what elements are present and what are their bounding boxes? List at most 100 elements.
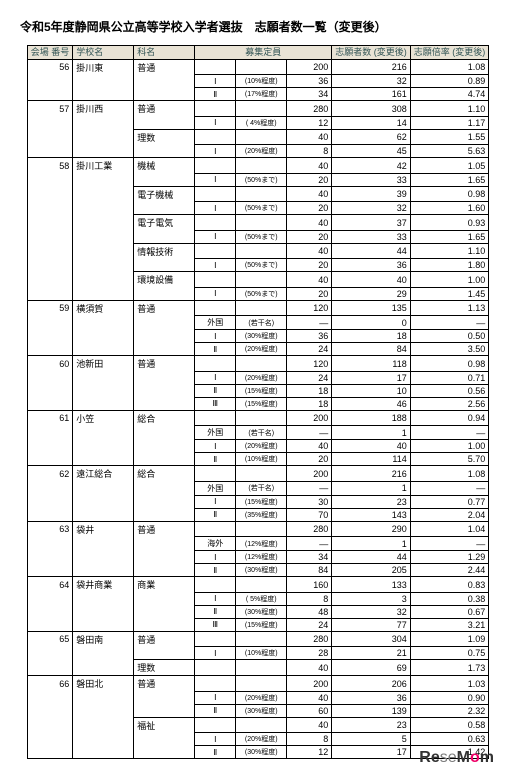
cell-sub2: (15%程度) [236, 397, 287, 410]
cell-sub2: (10%程度) [236, 75, 287, 88]
cell-capacity: 8 [287, 592, 332, 605]
cell-dept: 総合 [134, 466, 195, 482]
cell-num: 65 [27, 631, 73, 647]
cell-dept [134, 371, 195, 384]
cell-capacity: 20 [287, 173, 332, 186]
cell-dept [134, 287, 195, 300]
cell-sub2 [236, 521, 287, 537]
cell-sub1: Ⅰ [195, 691, 236, 704]
cell-ratio: 0.90 [410, 691, 489, 704]
cell-ratio: 1.65 [410, 230, 489, 243]
cell-applicants: 143 [332, 508, 411, 521]
cell-capacity: 60 [287, 704, 332, 717]
cell-applicants: 33 [332, 173, 411, 186]
table-row: Ⅰ(50%まで)20361.80 [27, 259, 489, 272]
cell-dept [134, 564, 195, 577]
cell-num [27, 343, 73, 356]
cell-applicants: 205 [332, 564, 411, 577]
cell-school [73, 691, 134, 704]
cell-applicants: 46 [332, 397, 411, 410]
cell-applicants: 32 [332, 605, 411, 618]
cell-num [27, 202, 73, 215]
cell-dept: 環境設備 [134, 272, 195, 288]
cell-sub2: (若干名) [236, 426, 287, 440]
cell-num [27, 453, 73, 466]
cell-school [73, 243, 134, 259]
table-row: 外国(若干名)—0— [27, 316, 489, 330]
cell-applicants: 304 [332, 631, 411, 647]
cell-school: 掛川西 [73, 101, 134, 117]
cell-ratio: 5.63 [410, 145, 489, 158]
cell-ratio: 1.13 [410, 300, 489, 316]
cell-ratio: — [410, 537, 489, 551]
cell-capacity: 84 [287, 564, 332, 577]
cell-num [27, 426, 73, 440]
cell-num: 63 [27, 521, 73, 537]
table-row: Ⅰ(50%まで)20291.45 [27, 287, 489, 300]
cell-dept [134, 647, 195, 660]
cell-num [27, 660, 73, 676]
cell-applicants: 10 [332, 384, 411, 397]
cell-ratio: 1.45 [410, 287, 489, 300]
cell-capacity: 280 [287, 521, 332, 537]
cell-sub2: (30%程度) [236, 330, 287, 343]
cell-sub1: Ⅱ [195, 343, 236, 356]
cell-capacity: 200 [287, 466, 332, 482]
cell-sub1 [195, 356, 236, 372]
cell-capacity: 40 [287, 440, 332, 453]
cell-dept [134, 116, 195, 129]
cell-applicants: 135 [332, 300, 411, 316]
cell-sub1: Ⅰ [195, 202, 236, 215]
cell-ratio: 0.98 [410, 186, 489, 202]
cell-applicants: 21 [332, 647, 411, 660]
cell-dept: 総合 [134, 410, 195, 426]
cell-sub2: (35%程度) [236, 508, 287, 521]
table-row: Ⅰ(20%程度)40401.00 [27, 440, 489, 453]
header-ratio: 志願倍率 (変更後) [410, 46, 489, 60]
cell-applicants: 216 [332, 59, 411, 75]
cell-sub1 [195, 215, 236, 231]
cell-sub1: 外国 [195, 426, 236, 440]
cell-dept [134, 384, 195, 397]
cell-school: 袋井商業 [73, 577, 134, 593]
cell-sub1 [195, 59, 236, 75]
cell-ratio: 2.44 [410, 564, 489, 577]
cell-capacity: 280 [287, 631, 332, 647]
cell-school [73, 647, 134, 660]
cell-applicants: 62 [332, 129, 411, 145]
cell-num [27, 259, 73, 272]
cell-capacity: 20 [287, 259, 332, 272]
cell-capacity: — [287, 537, 332, 551]
cell-ratio: 1.00 [410, 440, 489, 453]
cell-capacity: 20 [287, 287, 332, 300]
cell-capacity: 36 [287, 330, 332, 343]
table-row: Ⅱ(30%程度)601392.32 [27, 704, 489, 717]
cell-sub2 [236, 186, 287, 202]
table-row: Ⅱ(15%程度)18100.56 [27, 384, 489, 397]
cell-sub1: Ⅱ [195, 508, 236, 521]
cell-sub1: 外国 [195, 481, 236, 495]
cell-sub2 [236, 660, 287, 676]
table-row: Ⅰ(20%程度)40360.90 [27, 691, 489, 704]
cell-ratio: 1.65 [410, 173, 489, 186]
cell-ratio: 0.83 [410, 577, 489, 593]
cell-num [27, 384, 73, 397]
cell-capacity: 48 [287, 605, 332, 618]
cell-school [73, 343, 134, 356]
cell-dept [134, 495, 195, 508]
cell-sub1 [195, 186, 236, 202]
cell-capacity: 40 [287, 129, 332, 145]
cell-ratio: 0.71 [410, 371, 489, 384]
cell-school: 池新田 [73, 356, 134, 372]
cell-dept: 普通 [134, 300, 195, 316]
cell-applicants: 1 [332, 537, 411, 551]
cell-dept [134, 618, 195, 631]
cell-sub1: Ⅰ [195, 173, 236, 186]
cell-dept [134, 173, 195, 186]
table-row: Ⅰ(20%程度)8455.63 [27, 145, 489, 158]
cell-num [27, 746, 73, 759]
cell-sub1: 海外 [195, 537, 236, 551]
cell-capacity: 36 [287, 75, 332, 88]
cell-capacity: 40 [287, 717, 332, 733]
cell-applicants: 188 [332, 410, 411, 426]
